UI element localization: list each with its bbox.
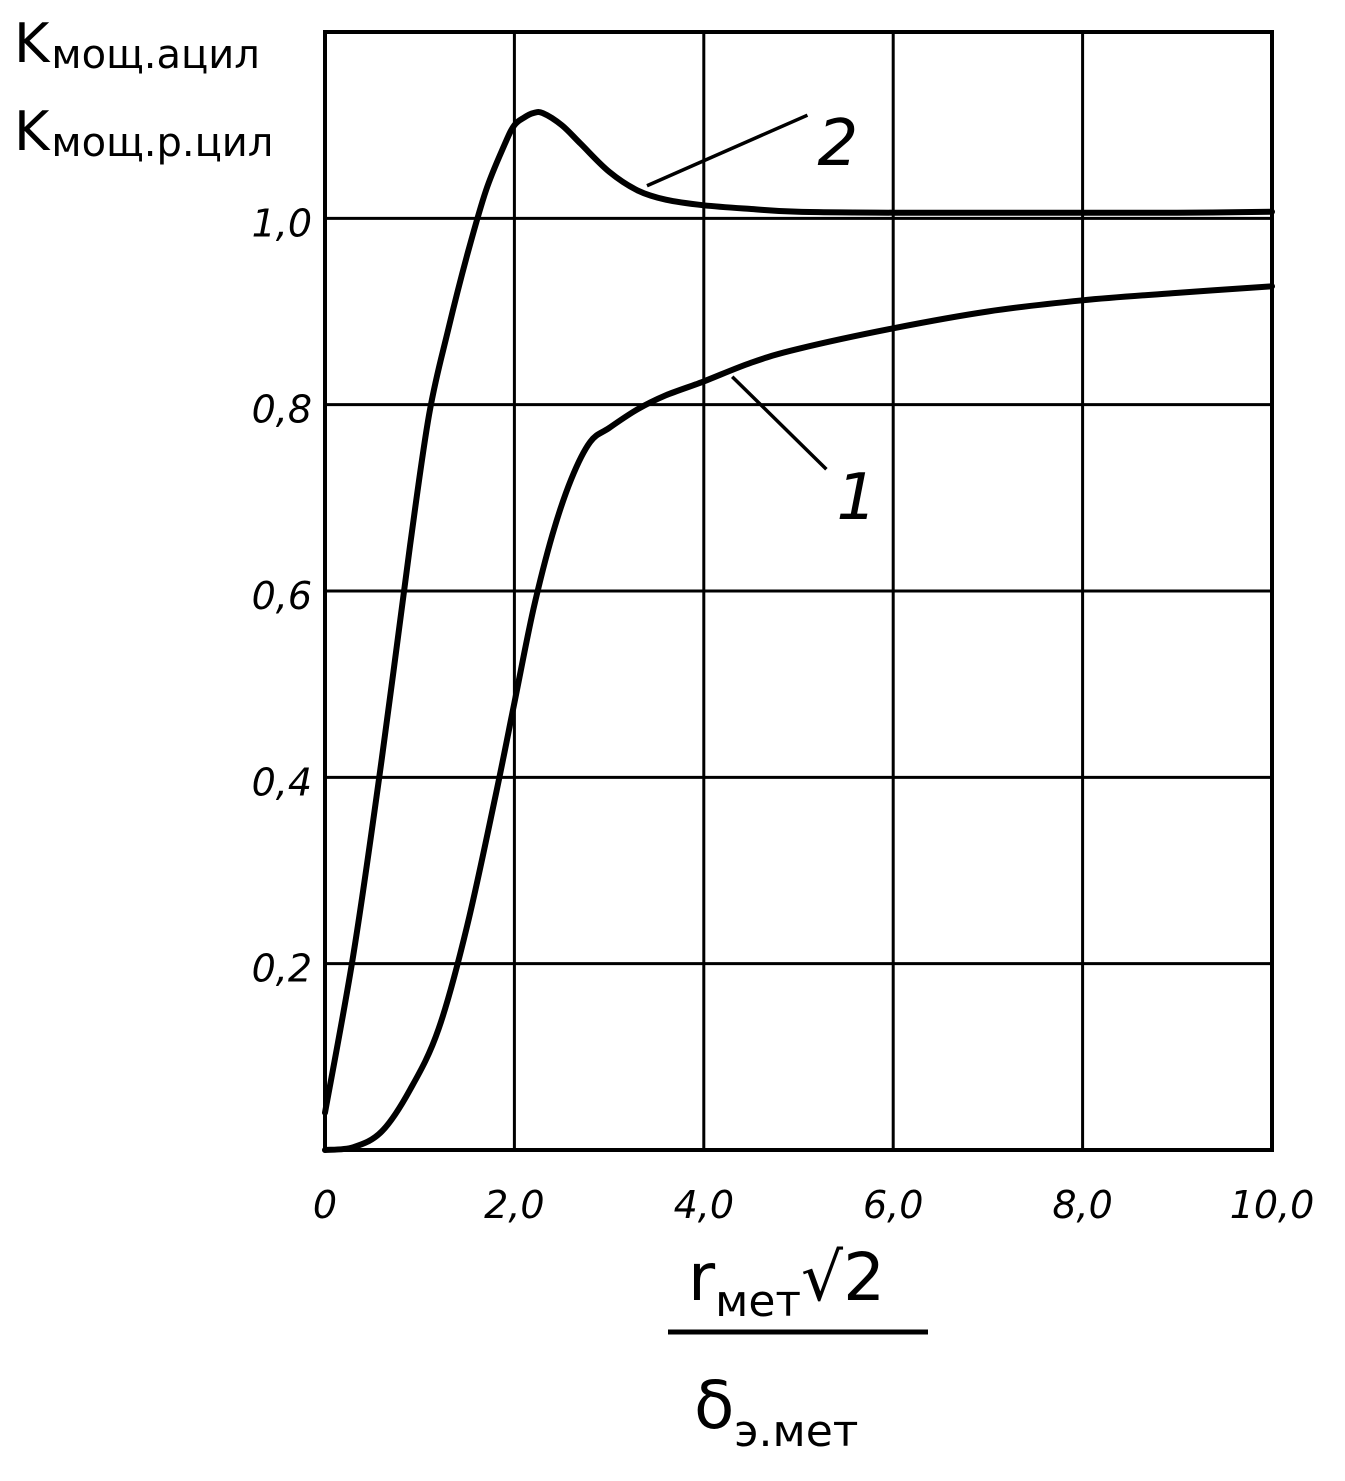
curves [322,108,1275,1153]
x-label-numerator: rмет√2 [688,1239,885,1327]
series-line-1 [322,283,1275,1153]
y-tick-labels: 0,2 0,4 0,6 0,8 1,0 [252,201,312,990]
x-axis-label: rмет√2 δэ.мет [668,1239,928,1457]
x-tick-labels: 0 2,0 4,0 6,0 8,0 10,0 [313,1183,1314,1227]
annotation-leader-2 [646,113,809,188]
x-tick-label: 2,0 [484,1183,544,1227]
annotation-leader-1 [730,375,828,471]
x-tick-label: 4,0 [674,1183,734,1227]
curve-label-2: 2 [817,107,858,181]
x-tick-label: 10,0 [1230,1183,1315,1227]
x-tick-label: 0 [313,1183,337,1227]
x-tick-label: 8,0 [1052,1183,1112,1227]
x-label-denominator: δэ.мет [694,1367,858,1457]
y-tick-label: 0,4 [252,760,312,804]
curve-annotations: 12 [646,107,877,535]
plot-frame [323,30,1274,1152]
y-axis-label: Kмощ.ацил Kмощ.р.цил [14,12,273,166]
y-tick-label: 0,2 [252,947,312,991]
grid [325,32,1272,1150]
y-tick-label: 0,6 [252,574,312,618]
x-tick-label: 6,0 [863,1183,923,1227]
y-tick-label: 1,0 [252,201,312,245]
y-tick-label: 0,8 [252,388,312,432]
y-axis-label-line-2: Kмощ.р.цил [14,100,273,166]
curve-label-1: 1 [836,461,877,535]
y-axis-label-line-1: Kмощ.ацил [14,12,260,78]
series-line-2 [322,108,1275,1116]
